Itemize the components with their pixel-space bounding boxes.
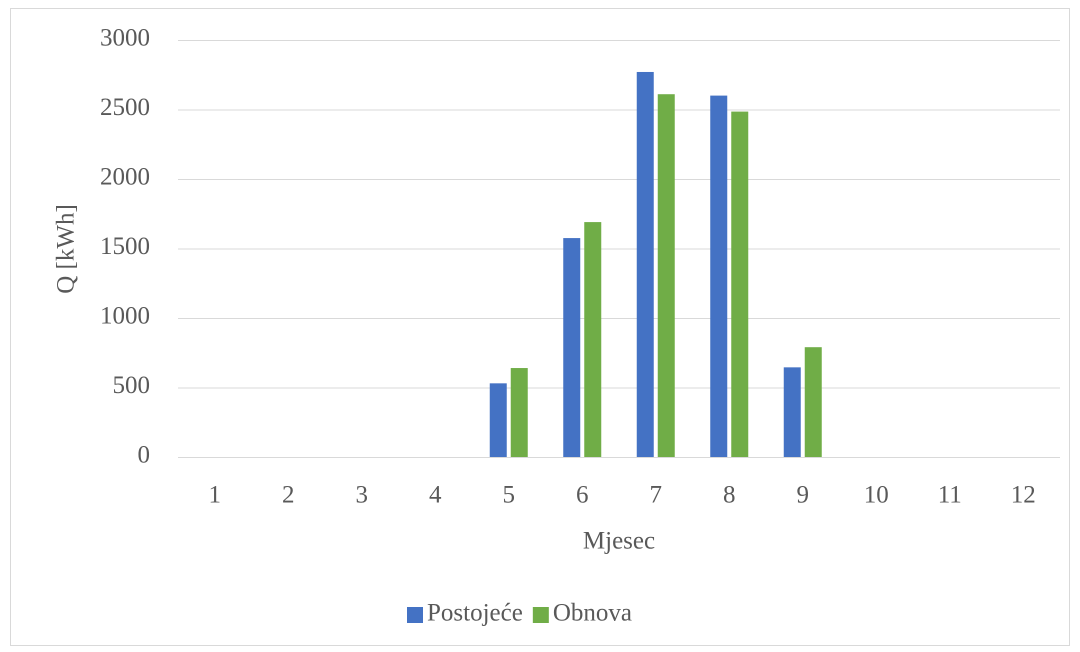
y-tick-label: 500 — [113, 372, 151, 399]
y-tick-label: 0 — [138, 442, 151, 469]
chart-border — [10, 8, 1070, 646]
bar — [563, 238, 581, 457]
x-tick-label: 6 — [576, 482, 589, 509]
bar — [783, 367, 801, 457]
bar — [584, 222, 602, 457]
x-tick-label: 3 — [356, 482, 369, 509]
y-tick-label: 1500 — [100, 233, 150, 260]
legend-label: Postojeće — [427, 600, 523, 627]
legend-swatch — [407, 607, 423, 623]
x-tick-label: 5 — [503, 482, 516, 509]
bar — [657, 94, 675, 458]
bar — [510, 368, 528, 457]
bar — [710, 95, 728, 457]
x-tick-label: 12 — [1011, 482, 1036, 509]
x-tick-label: 11 — [938, 482, 962, 509]
x-tick-label: 7 — [650, 482, 663, 509]
y-axis-label: Q [kWh] — [53, 204, 80, 294]
x-tick-label: 10 — [864, 482, 889, 509]
bar — [489, 383, 507, 457]
x-tick-label: 4 — [429, 482, 442, 509]
y-tick-label: 1000 — [100, 303, 150, 330]
x-tick-label: 1 — [209, 482, 222, 509]
x-tick-label: 8 — [723, 482, 736, 509]
y-tick-label: 2000 — [100, 164, 150, 191]
x-tick-label: 2 — [282, 482, 295, 509]
x-axis-label: Mjesec — [583, 528, 655, 555]
bar — [804, 347, 822, 457]
y-tick-label: 2500 — [100, 94, 150, 121]
x-tick-label: 9 — [797, 482, 810, 509]
y-tick-label: 3000 — [100, 25, 150, 52]
legend-label: Obnova — [553, 600, 632, 627]
bar — [731, 111, 749, 458]
legend-swatch — [532, 607, 549, 623]
bar — [636, 71, 654, 457]
